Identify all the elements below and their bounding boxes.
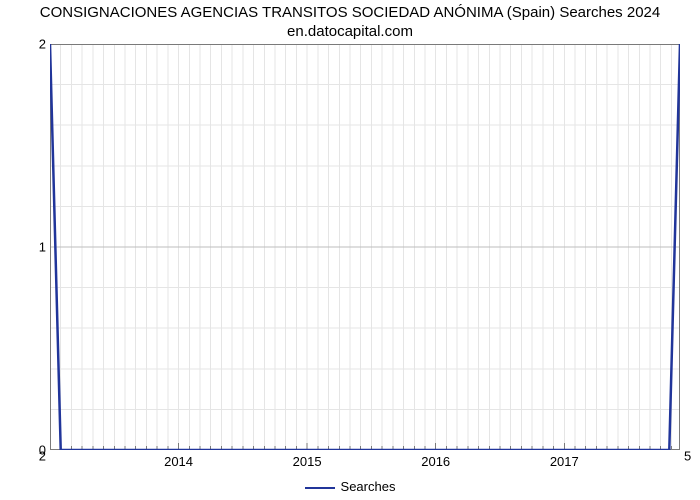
chart-title: CONSIGNACIONES AGENCIAS TRANSITOS SOCIED… — [0, 0, 700, 42]
y-tick-label: 1 — [28, 240, 46, 255]
series-end-label-right: 5 — [684, 449, 691, 464]
plot-area — [50, 44, 680, 450]
legend: Searches — [0, 479, 700, 494]
line-chart-svg — [50, 44, 680, 450]
x-tick-label: 2015 — [293, 454, 322, 469]
x-tick-label: 2014 — [164, 454, 193, 469]
y-tick-label: 2 — [28, 37, 46, 52]
x-tick-label: 2016 — [421, 454, 450, 469]
legend-label: Searches — [341, 479, 396, 494]
legend-swatch — [305, 487, 335, 489]
series-end-label-left: 2 — [28, 449, 46, 464]
x-tick-label: 2017 — [550, 454, 579, 469]
chart-container: CONSIGNACIONES AGENCIAS TRANSITOS SOCIED… — [0, 0, 700, 500]
